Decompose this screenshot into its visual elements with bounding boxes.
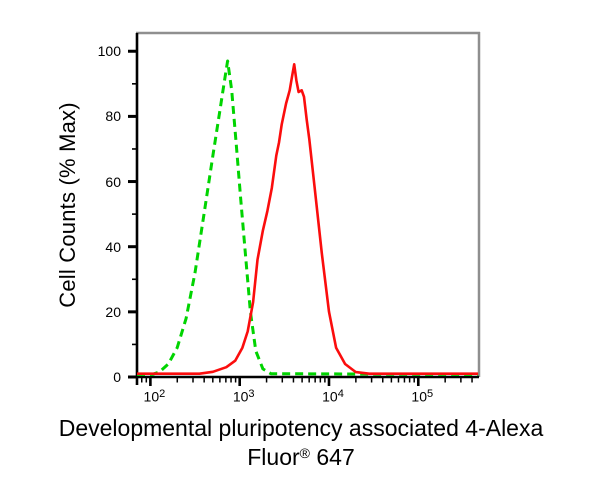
x-tick-base: 10 <box>411 388 427 405</box>
x-tick-exponent: 5 <box>426 388 434 400</box>
x-axis-caption-fluor: Fluor <box>247 444 300 470</box>
x-tick-label-10e2: 102 <box>144 384 166 406</box>
x-tick-label-10e3: 103 <box>233 384 255 406</box>
x-tick-exponent: 2 <box>159 388 166 400</box>
x-tick-label-10e5: 105 <box>411 384 433 406</box>
y-tick-label-40: 40 <box>105 238 121 255</box>
y-tick-label-80: 80 <box>105 108 121 125</box>
red-solid-curve <box>137 63 479 376</box>
x-axis-caption-line1: Developmental pluripotency associated 4-… <box>58 415 544 441</box>
y-tick-label-20: 20 <box>105 303 121 320</box>
y-axis-label: Cell Counts (% Max) <box>55 102 80 308</box>
registered-trademark-symbol: ® <box>299 445 310 461</box>
x-tick-exponent: 3 <box>248 388 255 400</box>
x-tick-base: 10 <box>232 388 249 405</box>
x-axis-caption-647: 647 <box>309 444 355 470</box>
x-tick-exponent: 4 <box>337 388 344 400</box>
x-tick-base: 10 <box>143 388 160 405</box>
x-tick-label-10e4: 104 <box>322 384 344 406</box>
y-tick-label-60: 60 <box>105 173 121 190</box>
x-tick-base: 10 <box>322 388 338 405</box>
green-dashed-curve <box>137 59 479 376</box>
y-tick-label-100: 100 <box>97 43 121 60</box>
x-axis-caption-line2: Fluor® 647 <box>0 443 602 475</box>
y-tick-label-0: 0 <box>113 369 121 385</box>
x-axis-caption: Developmental pluripotency associated 4-… <box>0 414 602 475</box>
